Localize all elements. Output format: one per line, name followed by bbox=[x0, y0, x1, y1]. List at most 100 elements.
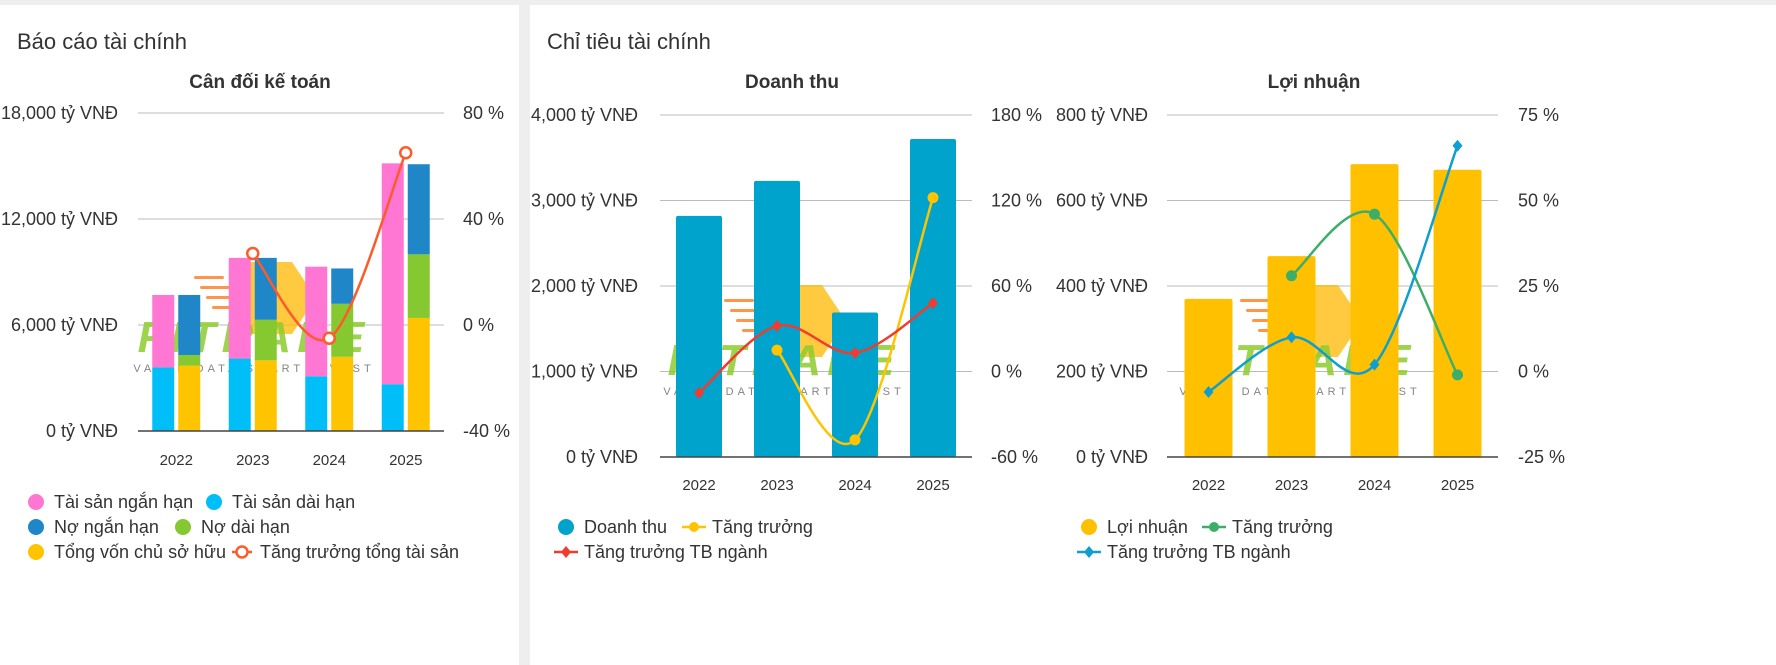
legend-item: Lợi nhuận bbox=[1081, 517, 1188, 537]
legend-swatch bbox=[1084, 546, 1094, 558]
legend-item: Tài sản dài hạn bbox=[206, 492, 355, 512]
line-marker bbox=[850, 346, 860, 359]
legend-label: Tài sản dài hạn bbox=[232, 492, 355, 512]
watermark-logo-stripe bbox=[206, 296, 236, 299]
x-tick-label: 2022 bbox=[1192, 477, 1225, 494]
chart-profit: Lợi nhuận 0 tỷ VNĐ 200 tỷ VNĐ 400 tỷ VNĐ 600… bbox=[1056, 72, 1565, 562]
watermark-logo-stripe bbox=[1240, 299, 1270, 302]
bar-Tài sản ngắn hạn bbox=[381, 163, 404, 385]
bar-Tổng vốn chủ sở hữu bbox=[331, 356, 354, 431]
line-marker bbox=[1452, 139, 1463, 152]
y-tick-label: 800 tỷ VNĐ bbox=[1056, 105, 1148, 125]
legend-item: Tài sản ngắn hạn bbox=[28, 491, 193, 512]
line-marker bbox=[1286, 270, 1297, 282]
legend-item: Doanh thu bbox=[558, 517, 667, 537]
y2-tick-label: 25 % bbox=[1518, 276, 1559, 296]
bar-Nợ ngắn hạn bbox=[331, 268, 354, 304]
legend-item: Tăng trưởng TB ngành bbox=[554, 542, 768, 562]
legend-label: Tài sản ngắn hạn bbox=[54, 491, 193, 512]
y2-tick-label: 80 % bbox=[463, 103, 504, 123]
legend-label: Nợ dài hạn bbox=[201, 517, 290, 537]
panel-title-chi-tieu: Chỉ tiêu tài chính bbox=[547, 29, 711, 54]
x-tick-label: 2025 bbox=[389, 452, 422, 469]
y-tick-label: 0 tỷ VNĐ bbox=[566, 447, 638, 467]
y2-tick-label: 75 % bbox=[1518, 105, 1559, 125]
y2-tick-label: 50 % bbox=[1518, 191, 1559, 211]
x-tick-label: 2023 bbox=[760, 477, 793, 494]
y2-tick-label: -40 % bbox=[463, 421, 510, 441]
legend-swatch bbox=[689, 522, 699, 532]
legend-swatch bbox=[28, 544, 44, 560]
legend-swatch bbox=[561, 546, 571, 558]
y2-tick-label: -60 % bbox=[991, 447, 1038, 467]
bar-Tài sản dài hạn bbox=[228, 358, 251, 431]
legend-item: Tổng vốn chủ sở hữu bbox=[28, 542, 226, 562]
line-marker bbox=[1452, 369, 1463, 381]
line-marker bbox=[399, 146, 413, 160]
line-marker bbox=[1369, 358, 1380, 371]
bar-Nợ dài hạn bbox=[331, 303, 354, 357]
bar-Tổng vốn chủ sở hữu bbox=[407, 317, 430, 431]
watermark-logo-stripe bbox=[730, 309, 760, 312]
watermark-logo-stripe bbox=[200, 286, 230, 289]
bar-Tổng vốn chủ sở hữu bbox=[254, 360, 277, 431]
legend-item: Tăng trưởng bbox=[1202, 517, 1333, 537]
bar-Nợ ngắn hạn bbox=[407, 164, 430, 255]
bar-Nợ ngắn hạn bbox=[254, 257, 277, 320]
legend-item: Tăng trưởng TB ngành bbox=[1077, 542, 1291, 562]
line-marker bbox=[1286, 331, 1297, 344]
y-tick-label: 2,000 tỷ VNĐ bbox=[531, 276, 638, 296]
x-tick-label: 2024 bbox=[1358, 477, 1391, 494]
legend-swatch bbox=[175, 519, 191, 535]
bar-Tài sản dài hạn bbox=[152, 367, 175, 431]
line-marker bbox=[246, 246, 260, 261]
legend-label: Tăng trưởng bbox=[1232, 517, 1333, 537]
bar-Lợi nhuận bbox=[1267, 256, 1316, 457]
bar-Tài sản dài hạn bbox=[305, 376, 328, 431]
y-tick-label: 18,000 tỷ VNĐ bbox=[1, 103, 118, 123]
bar-Nợ ngắn hạn bbox=[178, 294, 201, 356]
legend-item: Tăng trưởng tổng tài sản bbox=[232, 542, 459, 562]
watermark-logo-stripe bbox=[724, 299, 754, 302]
y-tick-label: 6,000 tỷ VNĐ bbox=[11, 315, 118, 335]
y2-tick-label: 0 % bbox=[463, 315, 494, 335]
line-marker bbox=[694, 386, 704, 399]
line-Tăng trưởng TB ngành bbox=[698, 302, 934, 394]
legend-label: Tăng trưởng tổng tài sản bbox=[260, 542, 459, 562]
line-marker bbox=[322, 331, 336, 345]
bar-Tài sản ngắn hạn bbox=[152, 294, 175, 368]
y-tick-label: 3,000 tỷ VNĐ bbox=[531, 191, 638, 211]
chart-title: Doanh thu bbox=[745, 72, 839, 93]
y2-tick-label: 120 % bbox=[991, 191, 1042, 211]
legend-item: Nợ dài hạn bbox=[175, 517, 290, 537]
y-tick-label: 0 tỷ VNĐ bbox=[1076, 447, 1148, 467]
legend-swatch bbox=[558, 519, 574, 535]
panel-title-bao-cao: Báo cáo tài chính bbox=[17, 29, 188, 54]
watermark-logo-stripe bbox=[194, 276, 224, 279]
y-tick-label: 1,000 tỷ VNĐ bbox=[531, 362, 638, 382]
x-tick-label: 2023 bbox=[1275, 477, 1308, 494]
legend-label: Nợ ngắn hạn bbox=[54, 516, 159, 537]
legend-item: Nợ ngắn hạn bbox=[28, 516, 159, 537]
bar-Nợ dài hạn bbox=[254, 319, 277, 361]
line-marker bbox=[771, 344, 783, 356]
bar-Doanh thu bbox=[676, 215, 722, 457]
y2-tick-label: 40 % bbox=[463, 209, 504, 229]
bar-Lợi nhuận bbox=[1184, 298, 1233, 457]
legend-label: Tổng vốn chủ sở hữu bbox=[54, 542, 226, 562]
line-marker bbox=[927, 192, 939, 204]
legend-swatch bbox=[206, 494, 222, 510]
bar-Nợ dài hạn bbox=[407, 254, 430, 318]
legend-item: Tăng trưởng bbox=[682, 517, 813, 537]
legend-swatch bbox=[1081, 519, 1097, 535]
bar-Tài sản ngắn hạn bbox=[228, 257, 251, 359]
legend-label: Tăng trưởng bbox=[712, 517, 813, 537]
x-tick-label: 2025 bbox=[916, 477, 949, 494]
x-tick-label: 2022 bbox=[682, 477, 715, 494]
y-tick-label: 400 tỷ VNĐ bbox=[1056, 276, 1148, 296]
line-marker bbox=[1203, 386, 1214, 399]
chart-revenue: Doanh thu 0 tỷ VNĐ 1,000 tỷ VNĐ 2,000 tỷ VN… bbox=[531, 72, 1042, 562]
legend-label: Tăng trưởng TB ngành bbox=[1107, 542, 1291, 562]
legend-label: Lợi nhuận bbox=[1107, 517, 1188, 537]
